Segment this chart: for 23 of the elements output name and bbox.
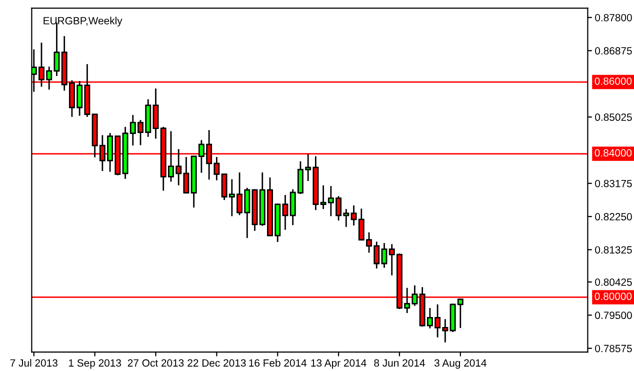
x-tick-label: 16 Feb 2014 [249,359,307,367]
x-tick-label: 1 Sep 2013 [68,359,121,369]
y-tick-label: 0.85025 [595,114,632,121]
y-tick-label: 0.87800 [595,14,632,22]
ref-line-label: 0.80000 [594,292,632,300]
candlestick [381,242,388,268]
candlestick [152,88,159,140]
text: EURGBP,Weekly [44,16,122,26]
y-tick-label: 0.82250 [595,213,632,220]
x-tick-label: 27 Oct 2013 [128,359,184,367]
x-tick-label: 13 Apr 2014 [311,359,366,369]
y-tick-label: 0.79500 [595,312,632,320]
x-tick-label: 3 Aug 2014 [434,359,486,369]
y-tick-label: 0.81325 [595,246,632,254]
y-tick-label: 0.86875 [595,47,632,55]
y-tick-label: 0.78575 [595,344,632,352]
x-tick-label: 7 Jul 2013 [10,359,58,367]
y-tick-label: 0.83175 [595,180,632,188]
ref-line-label: 0.84000 [594,149,632,157]
x-tick-label: 8 Jun 2014 [374,359,425,367]
ref-line-label: 0.86000 [594,77,632,85]
x-tick-label: 22 Dec 2013 [188,359,246,367]
y-tick-label: 0.80425 [595,278,632,286]
